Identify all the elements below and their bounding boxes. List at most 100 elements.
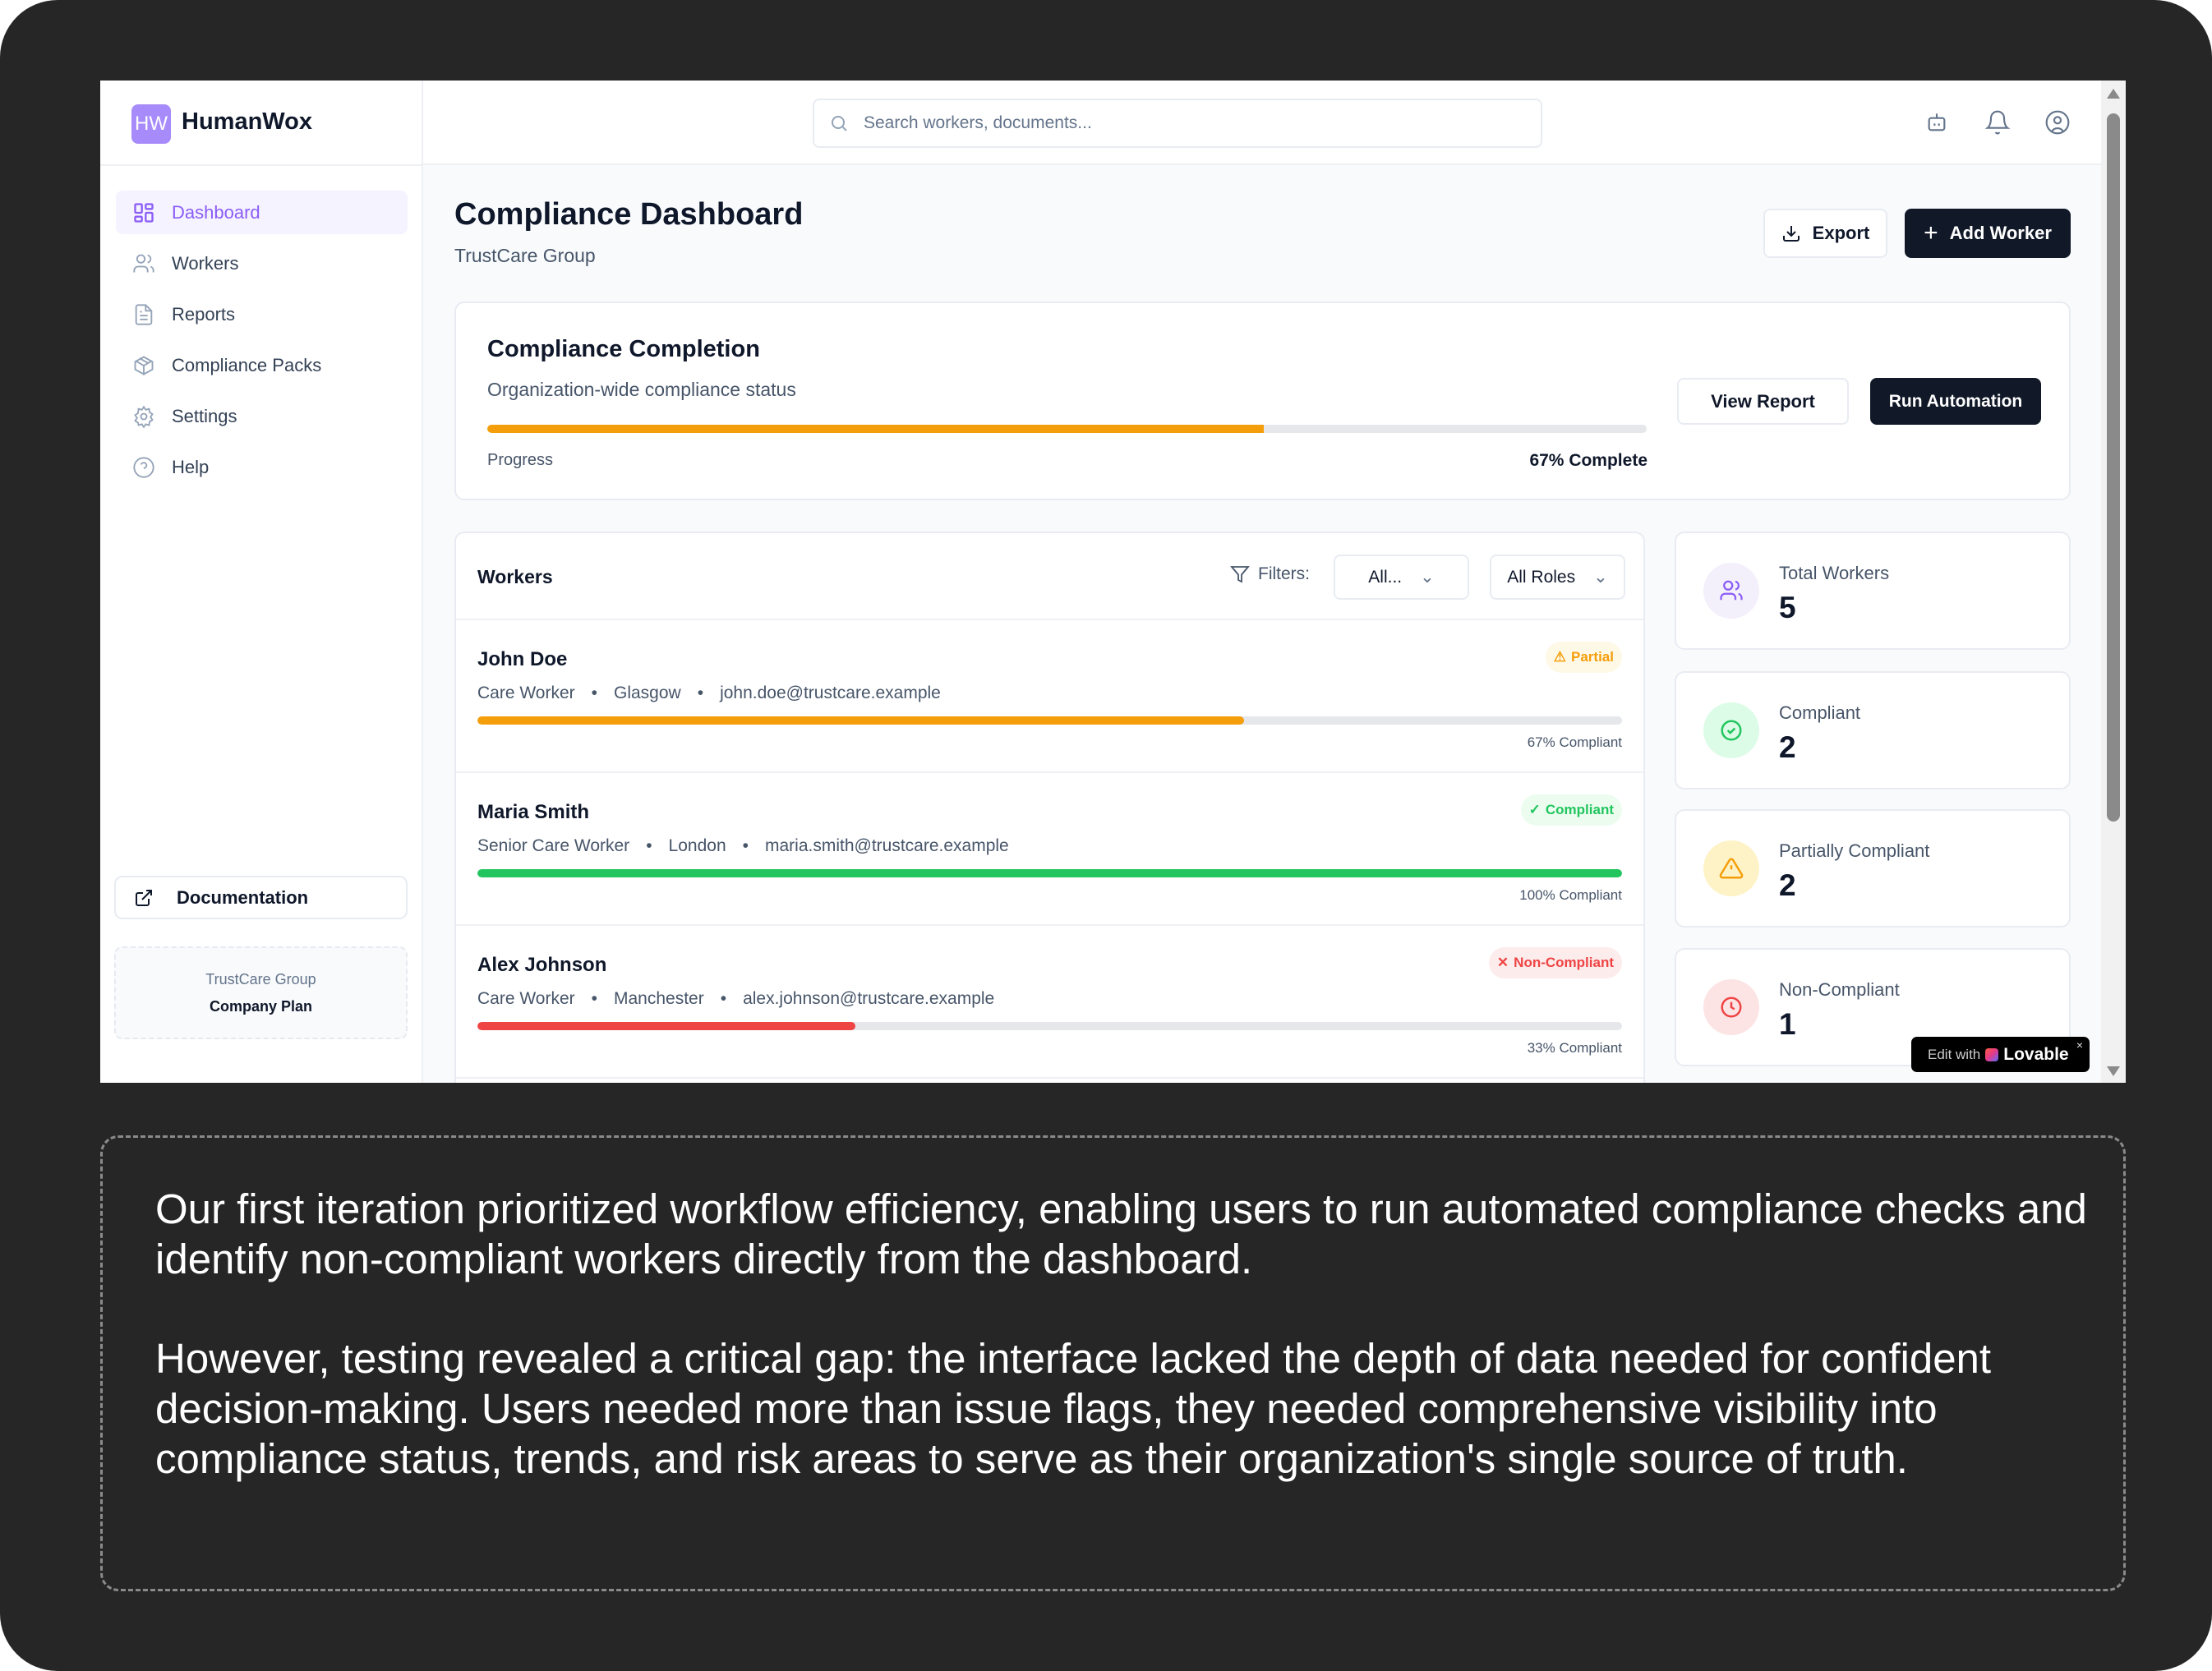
status-text: Partial [1571, 649, 1614, 665]
stat-label: Total Workers [1779, 563, 1890, 583]
stat-card: Non-Compliant 1 [1675, 948, 2071, 1066]
export-button[interactable]: Export [1763, 209, 1887, 258]
user-circle-icon[interactable] [2044, 109, 2071, 136]
users-icon [1703, 563, 1759, 619]
chevron-down-icon: ⌄ [1593, 568, 1608, 587]
separator: • [720, 989, 727, 1008]
filter-icon [1230, 566, 1250, 583]
worker-row[interactable]: John Doe Care Worker • Glasgow • john.doe@tr… [456, 620, 1643, 773]
close-icon[interactable]: × [2076, 1038, 2083, 1052]
stat-value: 2 [1779, 868, 1796, 902]
scrollbar-thumb[interactable] [2107, 113, 2120, 822]
lovable-heart-icon [1985, 1047, 1999, 1061]
status-badge: ✓ Compliant [1520, 794, 1622, 826]
page-title: Compliance Dashboard [454, 197, 804, 232]
alert-triangle-icon [1703, 840, 1759, 896]
sidebar-item-label: Workers [172, 252, 239, 274]
worker-percent: 100% Compliant [1519, 887, 1622, 903]
run-automation-button[interactable]: Run Automation [1870, 378, 2041, 425]
app-name: HumanWox [182, 108, 312, 135]
worker-location: Manchester [614, 989, 704, 1008]
role-filter-dropdown[interactable]: All Roles ⌄ [1490, 555, 1625, 600]
worker-name: Alex Johnson [477, 954, 607, 976]
bell-icon[interactable] [1984, 109, 2011, 136]
view-report-label: View Report [1711, 390, 1815, 412]
sidebar: HW HumanWox Dashboard Workers Reports Co… [100, 81, 423, 1083]
sidebar-item-label: Settings [172, 405, 237, 426]
scroll-up-arrow[interactable] [2107, 89, 2120, 99]
sidebar-item-compliance-packs[interactable]: Compliance Packs [116, 343, 408, 387]
sidebar-item-help[interactable]: Help [116, 445, 408, 489]
documentation-label: Documentation [177, 886, 309, 908]
stat-label: Non-Compliant [1779, 979, 1900, 1000]
edit-with-lovable-badge[interactable]: Edit with Lovable × [1911, 1037, 2090, 1072]
filters-label-group: Filters: [1230, 564, 1310, 584]
clock-icon [1703, 979, 1759, 1035]
worker-meta: Care Worker • Glasgow • john.doe@trustcare.e… [477, 684, 941, 703]
add-worker-button[interactable]: + Add Worker [1905, 209, 2071, 258]
separator: • [742, 836, 749, 855]
stat-card: Partially Compliant 2 [1675, 809, 2071, 928]
worker-meta: Senior Care Worker • London • maria.smith@tr… [477, 836, 1009, 856]
separator: • [646, 836, 652, 855]
scrollbar[interactable] [2101, 81, 2126, 1083]
package-icon [134, 355, 154, 375]
status-text: Compliant [1545, 802, 1614, 817]
search-box[interactable] [813, 99, 1542, 148]
sidebar-item-dashboard[interactable]: Dashboard [116, 191, 408, 234]
status-text: Non-Compliant [1514, 955, 1614, 970]
stat-value: 2 [1779, 730, 1796, 764]
worker-row[interactable]: Maria Smith Senior Care Worker • London • ma… [456, 773, 1643, 926]
stat-label: Compliant [1779, 702, 1861, 723]
caption-box: Our first iteration prioritized workflow… [100, 1135, 2126, 1591]
sidebar-item-label: Dashboard [172, 201, 260, 223]
users-icon [133, 254, 154, 272]
view-report-button[interactable]: View Report [1677, 378, 1849, 425]
worker-email: maria.smith@trustcare.example [764, 836, 1009, 855]
status-badge: ✕ Non-Compliant [1488, 947, 1622, 978]
worker-progress-bar [477, 716, 1622, 725]
worker-progress-bar [477, 869, 1622, 877]
sidebar-item-settings[interactable]: Settings [116, 394, 408, 438]
card-subtitle: Organization-wide compliance status [487, 379, 796, 400]
workers-header: Workers Filters: All... ⌄ All Roles ⌄ [456, 533, 1643, 620]
filters-label: Filters: [1258, 564, 1310, 583]
worker-role: Care Worker [477, 989, 575, 1008]
worker-percent: 67% Compliant [1527, 734, 1622, 750]
plus-icon: + [1924, 219, 1938, 246]
worker-row[interactable]: Alex Johnson Care Worker • Manchester • alex… [456, 926, 1643, 1079]
sidebar-item-reports[interactable]: Reports [116, 292, 408, 336]
plan-org: TrustCare Group [205, 970, 316, 987]
progress-value: 67% Complete [1529, 451, 1647, 470]
export-label: Export [1812, 223, 1870, 243]
page-subtitle: TrustCare Group [454, 245, 596, 266]
sidebar-item-workers[interactable]: Workers [116, 242, 408, 285]
worker-location: London [668, 836, 726, 855]
worker-email: john.doe@trustcare.example [720, 684, 941, 702]
lovable-brand: Lovable [2003, 1044, 2069, 1064]
worker-role: Senior Care Worker [477, 836, 630, 855]
stat-value: 1 [1779, 1007, 1796, 1041]
separator: • [697, 684, 704, 702]
worker-percent: 33% Compliant [1527, 1040, 1622, 1056]
divider [100, 164, 423, 166]
status-icon: ⚠ [1553, 649, 1567, 665]
scroll-down-arrow[interactable] [2107, 1066, 2120, 1076]
status-icon: ✓ [1528, 802, 1541, 817]
check-circle-icon [1703, 702, 1759, 758]
chevron-down-icon: ⌄ [1420, 568, 1435, 587]
search-input[interactable] [864, 113, 1521, 133]
file-text-icon [135, 303, 153, 325]
worker-name: John Doe [477, 648, 568, 670]
worker-email: alex.johnson@trustcare.example [743, 989, 995, 1008]
compliance-completion-card: Compliance Completion Organization-wide … [454, 302, 2071, 500]
external-link-icon [136, 889, 152, 906]
worker-meta: Care Worker • Manchester • alex.johnson@trus… [477, 989, 994, 1009]
bot-icon[interactable] [1924, 109, 1950, 136]
worker-location: Glasgow [614, 684, 681, 702]
status-filter-dropdown[interactable]: All... ⌄ [1334, 555, 1469, 600]
sidebar-item-label: Reports [172, 303, 236, 325]
stat-card: Total Workers 5 [1675, 532, 2071, 650]
documentation-link[interactable]: Documentation [114, 876, 408, 919]
top-header [423, 81, 2101, 165]
